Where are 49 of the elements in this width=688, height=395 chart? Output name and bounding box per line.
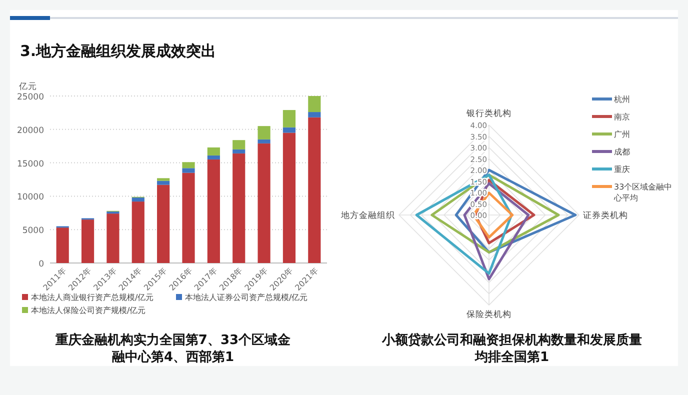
bar <box>282 110 296 128</box>
bar <box>258 143 270 263</box>
bar <box>182 168 195 173</box>
bar <box>132 198 144 202</box>
spoke-label: 保险类机构 <box>466 309 512 320</box>
text: 小额贷款公司和融资担保机构数量和发展质量均排全国第1 <box>381 332 642 365</box>
y-tick-label: 25000 <box>16 92 44 102</box>
bar <box>258 126 270 140</box>
bar <box>232 149 246 154</box>
bar <box>207 159 220 263</box>
bar <box>258 139 270 144</box>
legend-label: 本地法人证券公司资产总规模/亿元 <box>185 293 308 302</box>
y-tick-label: 20000 <box>16 126 44 136</box>
bar <box>182 162 195 168</box>
bar <box>308 112 321 118</box>
legend-label: 本地法人商业银行资产总规模/亿元 <box>31 293 154 302</box>
bar <box>157 180 170 185</box>
spoke-label: 地方金融组织 <box>340 210 395 221</box>
legend-label: 南京 <box>614 112 630 122</box>
spoke-label: 证券类机构 <box>583 210 628 221</box>
legend-label: 杭州 <box>613 95 630 104</box>
bar <box>207 155 220 160</box>
bar <box>81 220 94 263</box>
text: 重庆金融机构实力全国第7、33个区域金融中心第4、西部第1 <box>54 332 292 365</box>
bar <box>132 202 144 263</box>
bar <box>232 140 246 150</box>
bar <box>282 127 296 133</box>
spoke-label: 银行类机构 <box>466 108 512 119</box>
bar <box>106 214 120 263</box>
legend-label: 成都 <box>614 148 630 156</box>
bar <box>207 147 220 156</box>
bar <box>308 117 321 263</box>
legend-label: 本地法人保险公司资产规模/亿元 <box>31 306 146 315</box>
y-tick-label: 5000 <box>22 226 44 236</box>
y-tick-label: 10000 <box>16 192 44 203</box>
y-tick-label: 15000 <box>16 159 44 170</box>
legend-label: 重庆 <box>614 165 630 174</box>
bar <box>56 228 69 263</box>
bar <box>157 184 170 263</box>
legend-label: 33个区域金融中心平均 <box>613 182 672 202</box>
bar <box>157 178 170 181</box>
legend-label: 广州 <box>614 130 630 139</box>
bar <box>282 132 296 263</box>
bar <box>232 153 246 263</box>
bar <box>182 172 195 263</box>
y-tick-label: 0 <box>38 260 44 270</box>
bar <box>308 96 321 112</box>
chart-title: 3.地方金融组织发展成效突出 <box>20 42 216 60</box>
y-axis-title: 亿元 <box>18 81 37 92</box>
